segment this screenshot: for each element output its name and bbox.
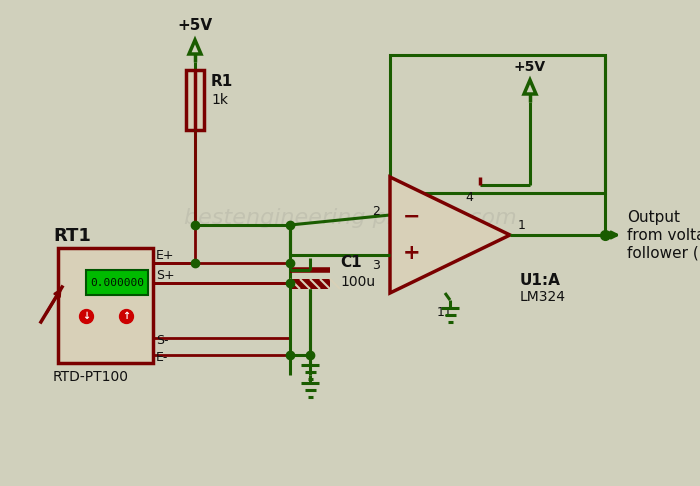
Text: RTD-PT100: RTD-PT100	[53, 370, 129, 384]
Text: E+: E+	[156, 248, 174, 261]
Text: +5V: +5V	[177, 17, 213, 33]
Text: C1: C1	[340, 255, 362, 270]
Text: 0.000000: 0.000000	[90, 278, 144, 288]
Text: −: −	[403, 207, 421, 227]
Text: LM324: LM324	[520, 290, 566, 304]
Bar	[58, 248, 153, 363]
Polygon shape	[390, 177, 510, 293]
Text: +5V: +5V	[514, 60, 546, 74]
Text: 2: 2	[372, 205, 380, 218]
Text: 1k: 1k	[211, 93, 228, 107]
Text: +: +	[403, 243, 421, 263]
Bar	[86, 270, 148, 295]
Bar	[290, 279, 330, 289]
Bar	[186, 70, 204, 130]
Text: bestengineering projects.com: bestengineering projects.com	[183, 208, 517, 228]
Text: RT1: RT1	[53, 227, 91, 245]
Text: 100u: 100u	[340, 275, 375, 289]
Text: 1: 1	[518, 219, 526, 231]
Text: ↓: ↓	[82, 311, 90, 321]
Text: R1: R1	[211, 74, 233, 89]
Text: E-: E-	[156, 350, 169, 364]
Text: 4: 4	[465, 191, 473, 204]
Text: Output: Output	[627, 209, 680, 225]
Text: follower (1): follower (1)	[627, 245, 700, 260]
Text: S-: S-	[156, 333, 169, 347]
Text: 11: 11	[437, 306, 453, 318]
Bar	[390, 55, 605, 193]
Text: S+: S+	[156, 268, 174, 281]
Text: U1:A: U1:A	[520, 273, 561, 288]
Text: from voltage: from voltage	[627, 227, 700, 243]
Text: 3: 3	[372, 259, 380, 272]
Text: ↑: ↑	[122, 311, 130, 321]
